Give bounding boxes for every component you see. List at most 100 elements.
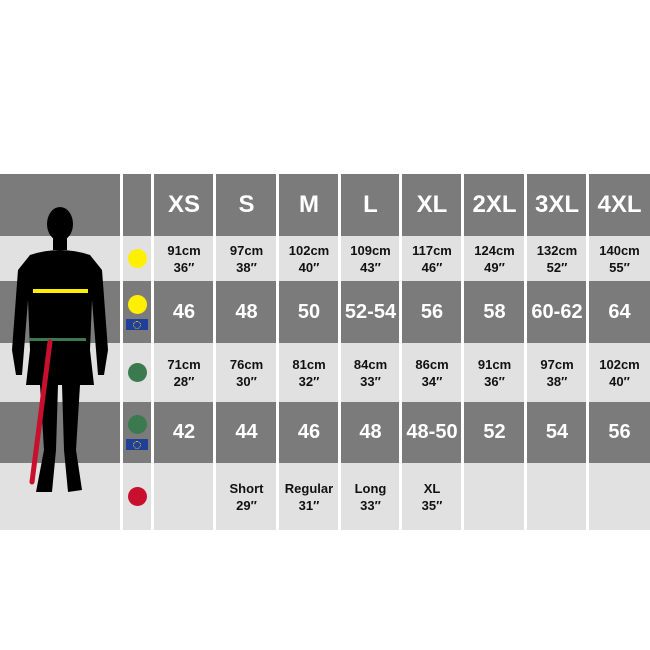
imperial-value: 33″ [360,373,381,389]
size-cell: 124cm 49″ [464,236,525,281]
metric-value: 102cm [599,356,640,372]
imperial-value: 34″ [421,373,443,389]
imperial-value: 38″ [546,373,568,389]
imperial-value: 38″ [236,259,257,275]
inseam-red-dot-icon [127,487,147,506]
metric-value: 124cm [474,242,515,258]
metric-value: 86cm [415,356,449,372]
metric-value: 91cm [477,356,512,372]
metric-value: 91cm [167,242,201,258]
size-cell: Short 29″ [216,463,277,530]
size-header: S [238,191,255,218]
size-header: 3XL [534,191,579,218]
imperial-value: 55″ [609,259,630,275]
imperial-value: 33″ [360,497,381,513]
column-divider [399,174,402,530]
size-header: M [299,191,319,218]
metric-value: 97cm [540,356,574,372]
size-header: 4XL [597,191,642,218]
size-cell: 48-50 [406,421,458,443]
size-cell: 48 [235,300,258,323]
imperial-value: 46″ [421,259,443,275]
chest-line [33,289,88,293]
metric-value: 97cm [229,242,264,258]
imperial-value: 40″ [609,373,630,389]
imperial-value: 36″ [173,259,195,275]
metric-value: 140cm [599,242,640,258]
table-row: Short 29″ Regular 31″ Long 33″ XL 35″ [0,463,650,530]
waist-green-dot-icon [127,415,147,434]
size-header: XS [167,191,200,218]
metric-value: 102cm [288,242,330,258]
metric-value: Regular [284,480,334,496]
size-cell: 102cm 40″ [279,236,339,281]
size-cell: 48 [359,421,382,443]
size-cell: XL 35″ [402,463,462,530]
icon-cell [123,281,151,343]
imperial-value: 40″ [298,259,320,275]
imperial-value: 36″ [484,373,505,389]
table-row: 91cm 36″ 97cm 38″ 102cm 40″ 109cm 43″ 117cm 46″ 12… [0,236,650,281]
icon-cell [123,463,151,530]
imperial-value: 49″ [484,259,505,275]
size-chart-table: XS S M L XL 2XL 3XL 4XL 91cm 36″ 97cm 38″ 102cm 40″ 10… [0,174,650,530]
size-cell: 81cm 32″ [279,343,339,402]
chest-yellow-dot-icon [127,294,147,314]
size-cell: 52-54 [344,300,397,323]
chest-yellow-dot-icon [127,249,147,268]
waist-line [29,338,86,341]
table-row: 46 48 50 52-54 56 58 60-62 64 [0,281,650,343]
column-divider [461,174,464,530]
size-header: L [363,191,378,218]
size-cell: 60-62 [531,300,583,323]
size-cell: 64 [608,300,631,323]
size-cell: 50 [297,300,321,323]
size-cell: 56 [608,421,631,443]
size-cell: 86cm 34″ [402,343,462,402]
metric-value: 84cm [353,356,388,372]
size-cell: 91cm 36″ [464,343,525,402]
icon-cell [123,343,151,402]
imperial-value: 32″ [298,373,320,389]
body-silhouette-figure [12,207,108,492]
size-cell: 109cm 43″ [341,236,400,281]
size-cell: 56 [420,300,444,323]
size-cell [589,463,650,530]
imperial-value: 52″ [546,259,568,275]
size-cell: Regular 31″ [279,463,339,530]
column-divider [586,174,589,530]
metric-value: XL [423,480,441,496]
size-cell: 42 [172,421,196,443]
size-cell: 97cm 38″ [527,343,587,402]
size-cell: 97cm 38″ [216,236,277,281]
column-divider [276,174,279,530]
size-cell: 132cm 52″ [527,236,587,281]
eu-flag-icon [126,439,148,450]
table-row: 71cm 28″ 76cm 30″ 81cm 32″ 84cm 33″ 86cm 34″ 91cm 3… [0,343,650,402]
column-divider [213,174,216,530]
icon-cell [123,174,151,236]
imperial-value: 29″ [236,497,257,513]
size-cell: 54 [545,421,569,443]
size-cell: 84cm 33″ [341,343,400,402]
inseam-line [29,339,53,485]
icon-cell [123,402,151,463]
size-header: XL [416,191,448,218]
column-divider [338,174,341,530]
size-cell: 91cm 36″ [154,236,214,281]
header-row: XS S M L XL 2XL 3XL 4XL [0,174,650,236]
metric-value: 132cm [536,242,578,258]
size-cell: 102cm 40″ [589,343,650,402]
imperial-value: 30″ [236,373,257,389]
size-cell: 52 [483,421,506,443]
imperial-value: 31″ [298,497,320,513]
imperial-value: 28″ [173,373,195,389]
imperial-value: 43″ [360,259,381,275]
size-cell: 71cm 28″ [154,343,214,402]
size-cell: 46 [172,300,196,323]
column-divider [120,174,123,530]
metric-value: 71cm [167,356,201,372]
size-cell: 140cm 55″ [589,236,650,281]
metric-value: Short [229,480,264,496]
imperial-value: 35″ [421,497,443,513]
